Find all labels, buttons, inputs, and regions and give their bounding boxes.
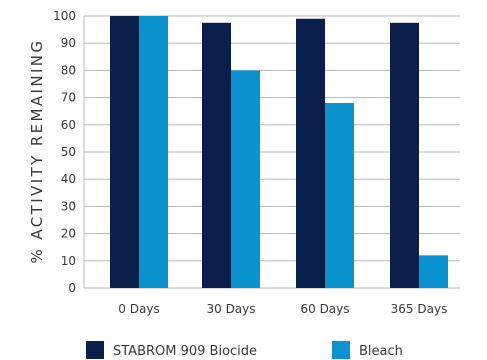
bar-stabrom-2 [296, 18, 325, 288]
legend-label: STABROM 909 Biocide [113, 344, 257, 359]
y-tick-label: 10 [61, 254, 76, 268]
x-tick-label: 365 Days [391, 302, 448, 316]
bars [110, 16, 448, 289]
x-tick-label: 30 Days [206, 302, 255, 316]
bar-stabrom-0 [110, 16, 139, 288]
y-tick-label: 40 [61, 172, 76, 186]
legend-swatch [332, 341, 350, 359]
legend-label: Bleach [359, 344, 403, 359]
y-tick-label: 60 [61, 118, 76, 132]
bar-bleach-3 [419, 255, 448, 288]
x-tick-label: 60 Days [300, 302, 349, 316]
bar-stabrom-1 [202, 22, 231, 289]
x-tick-label: 0 Days [118, 302, 159, 316]
y-tick-label: 80 [61, 63, 76, 77]
y-tick-label: 90 [61, 36, 76, 50]
legend: STABROM 909 Biocide Bleach [86, 341, 403, 359]
y-tick-label: 100 [53, 9, 76, 23]
y-tick-label: 50 [61, 145, 76, 159]
y-tick-label: 20 [61, 227, 76, 241]
y-tick-label: 30 [61, 199, 76, 213]
y-axis-tick-labels: 0 10 20 30 40 50 60 70 80 90 100 [53, 9, 76, 295]
bar-bleach-0 [139, 16, 168, 288]
y-tick-label: 0 [68, 281, 76, 295]
bar-bleach-1 [231, 70, 260, 289]
bar-stabrom-3 [390, 22, 419, 289]
legend-swatch [86, 341, 104, 359]
x-axis-tick-labels: 0 Days 30 Days 60 Days 365 Days [118, 302, 447, 316]
y-tick-label: 70 [61, 91, 76, 105]
bar-bleach-2 [325, 103, 354, 288]
y-axis-title: % ACTIVITY REMAINING [28, 39, 46, 264]
